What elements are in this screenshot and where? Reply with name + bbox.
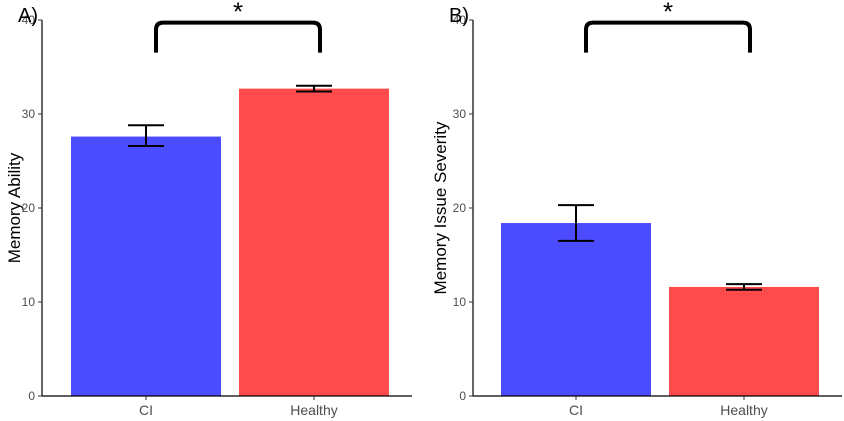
error-bar-ci [558, 204, 594, 242]
significance-marker: * [233, 0, 243, 27]
x-tick-label: Healthy [720, 402, 767, 418]
bar-ci [501, 223, 651, 396]
panel-label: B) [449, 5, 469, 27]
significance-marker: * [663, 0, 673, 27]
y-tick-label: 30 [453, 107, 467, 121]
chart-panel-1: 0 10 20 30 40 CI Healthy Memory Ability A) * [5, 0, 412, 418]
y-tick-label: 10 [453, 295, 467, 309]
significance-bracket [154, 20, 322, 53]
y-tick-label: 40 [453, 13, 467, 27]
panel-label: A) [18, 5, 38, 27]
y-tick-label: 10 [22, 295, 36, 309]
y-tick-label: 0 [459, 389, 466, 403]
significance-bracket [584, 20, 752, 53]
error-bar-ci [128, 124, 164, 147]
bar-healthy [669, 286, 819, 396]
chart-panel-2: 0 10 20 30 40 CI Healthy Memory Issue Severity B… [431, 0, 842, 418]
y-tick-label: 0 [28, 389, 35, 403]
x-tick-label: CI [139, 402, 153, 418]
error-bar-healthy [726, 283, 762, 291]
error-bar-healthy [296, 84, 332, 93]
x-tick-label: Healthy [290, 402, 337, 418]
y-tick-label: 40 [22, 13, 36, 27]
bar-healthy [239, 88, 389, 397]
y-tick-label: 20 [22, 201, 36, 215]
bar-ci [71, 136, 221, 396]
y-axis-title: Memory Issue Severity [431, 121, 450, 294]
y-axis-title: Memory Ability [5, 152, 24, 263]
y-tick-label: 20 [453, 201, 467, 215]
x-tick-label: CI [569, 402, 583, 418]
y-tick-label: 30 [22, 107, 36, 121]
